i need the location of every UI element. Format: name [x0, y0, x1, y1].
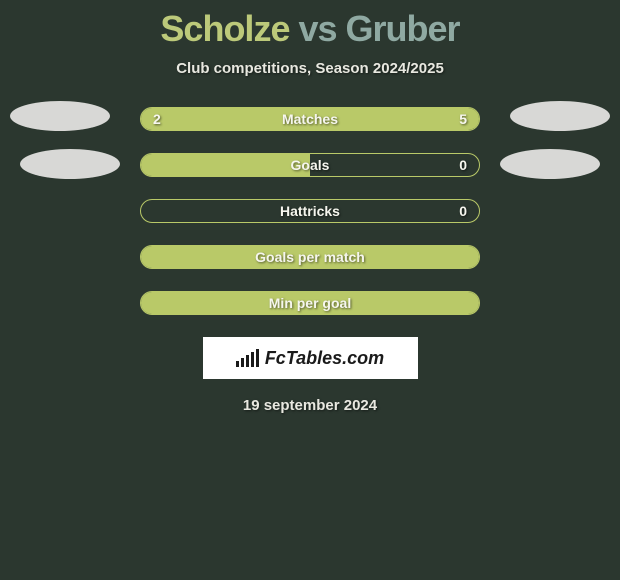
stat-label: Min per goal [141, 292, 479, 314]
stat-right-value: 0 [459, 154, 467, 176]
subtitle: Club competitions, Season 2024/2025 [0, 60, 620, 77]
logo-box: FcTables.com [203, 337, 418, 379]
stat-row: Goals0 [140, 153, 480, 177]
placeholder-ellipse [500, 149, 600, 179]
date-text: 19 september 2024 [0, 397, 620, 414]
comparison-container: Scholze vs Gruber Club competitions, Sea… [0, 0, 620, 414]
stat-right-value: 5 [459, 108, 467, 130]
stat-label: Goals [141, 154, 479, 176]
stat-row: Min per goal [140, 291, 480, 315]
stat-label: Hattricks [141, 200, 479, 222]
placeholder-ellipse [10, 101, 110, 131]
stat-row: Hattricks0 [140, 199, 480, 223]
page-title: Scholze vs Gruber [0, 0, 620, 50]
stat-row: 2Matches5 [140, 107, 480, 131]
player1-name: Scholze [160, 8, 289, 49]
stat-row: Goals per match [140, 245, 480, 269]
logo-label: FcTables.com [265, 348, 384, 369]
logo: FcTables.com [236, 348, 384, 369]
stat-label: Matches [141, 108, 479, 130]
logo-bars-icon [236, 349, 259, 367]
stats-rows: 2Matches5Goals0Hattricks0Goals per match… [0, 107, 620, 315]
player2-name: Gruber [346, 8, 460, 49]
stat-label: Goals per match [141, 246, 479, 268]
placeholder-ellipse [20, 149, 120, 179]
placeholder-ellipse [510, 101, 610, 131]
vs-separator: vs [298, 8, 336, 49]
stat-right-value: 0 [459, 200, 467, 222]
